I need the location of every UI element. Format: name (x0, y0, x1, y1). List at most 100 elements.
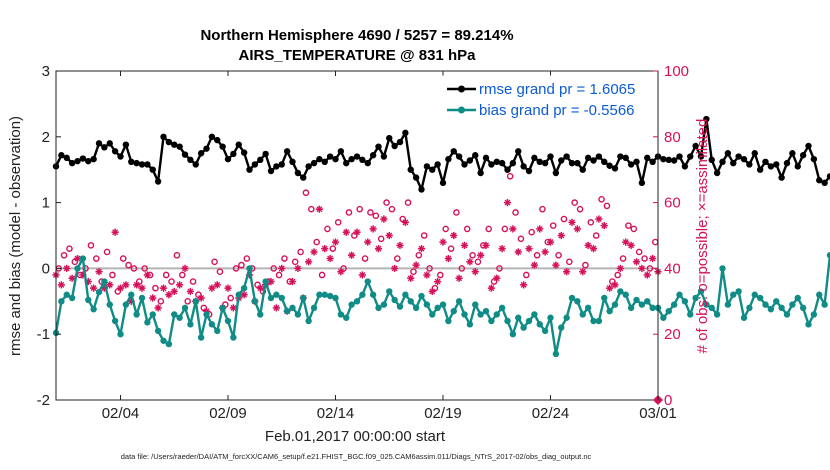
bias-point (697, 288, 705, 295)
bias-point (321, 291, 328, 298)
assimilated-obs-point (627, 241, 635, 249)
y-right-tick-label: 80 (664, 129, 681, 146)
possible-obs-point (291, 258, 299, 266)
y-tick-label: 1 (42, 195, 50, 212)
series-lines (52, 115, 830, 358)
possible-obs-point (598, 196, 605, 203)
bias-point (708, 304, 715, 312)
bias-point (85, 296, 92, 304)
rmse-point (439, 179, 447, 187)
asterisk-stroke (488, 285, 495, 292)
bias-point (767, 305, 775, 313)
bias-point (799, 304, 807, 312)
rmse-point (79, 155, 87, 162)
bias-point (692, 294, 699, 302)
assimilated-obs-point (595, 215, 603, 223)
possible-obs-point (356, 205, 363, 213)
asterisk-stroke (311, 248, 317, 255)
possible-obs-point (582, 261, 589, 269)
assimilated-obs-point (525, 245, 533, 253)
bias-point (412, 304, 420, 312)
rmse-point (257, 156, 264, 164)
assimilated-obs-point (396, 241, 404, 249)
rmse-point (762, 158, 769, 166)
possible-obs-point (496, 265, 503, 272)
rmse-point (687, 153, 694, 160)
assimilated-obs-point (423, 271, 431, 279)
bias-point (219, 304, 226, 312)
rmse-point (541, 159, 549, 167)
rmse-point (235, 141, 242, 148)
bias-point (826, 252, 830, 259)
assimilated-obs-point (116, 284, 125, 292)
possible-obs-point (458, 265, 466, 272)
assimilated-obs-point (536, 225, 544, 233)
bias-point (273, 291, 280, 298)
bias-point (558, 324, 565, 331)
bias-point (584, 304, 592, 312)
asterisk-stroke (63, 265, 70, 272)
asterisk-stroke (520, 281, 527, 288)
bias-point (730, 291, 737, 298)
rmse-point (773, 161, 780, 168)
rmse-point (386, 134, 393, 142)
asterisk-stroke (413, 262, 420, 269)
possible-obs-point (281, 255, 288, 262)
bias-point (122, 301, 130, 308)
assimilated-obs-point (606, 284, 614, 292)
bias-point (595, 317, 603, 325)
rmse-point (810, 155, 818, 163)
rmse-point (601, 158, 608, 166)
asterisk-stroke (509, 225, 516, 232)
possible-obs-point (329, 245, 337, 252)
rmse-point (627, 161, 635, 168)
rmse-point (450, 148, 457, 155)
assimilated-obs-point (122, 281, 130, 289)
rmse-point (584, 154, 592, 162)
bias-point (805, 321, 812, 328)
rmse-point (805, 142, 812, 150)
asterisk-stroke (590, 245, 597, 252)
rmse-point (192, 161, 199, 168)
asterisk-stroke (601, 222, 608, 229)
possible-obs-point (345, 209, 353, 216)
bias-point (617, 288, 624, 295)
possible-obs-point (426, 265, 433, 272)
rmse-point (321, 158, 328, 166)
bias-point (294, 311, 302, 318)
rmse-point (128, 158, 135, 166)
y-axis-left: -2 -1 0 1 2 3 (37, 63, 61, 409)
rmse-point (165, 138, 173, 146)
assimilated-obs-point (584, 241, 592, 249)
possible-obs-point (361, 255, 369, 262)
asterisk-stroke (316, 206, 323, 213)
asterisk-stroke (321, 245, 328, 252)
assimilated-obs-point (326, 254, 334, 263)
rmse-point (547, 153, 554, 160)
assimilated-obs-point (154, 304, 162, 312)
bias-point (649, 304, 656, 312)
bias-point (267, 294, 275, 302)
bias-point (262, 278, 269, 285)
rmse-point (117, 153, 124, 160)
assimilated-obs-point (342, 228, 350, 236)
possible-obs-point (555, 251, 562, 259)
bias-point (187, 321, 194, 328)
rmse-point (445, 155, 452, 163)
assimilated-obs-point (331, 238, 340, 246)
assimilated-obs-point (380, 215, 388, 223)
bias-point (821, 301, 828, 308)
rmse-point (316, 155, 323, 163)
bias-point (665, 307, 672, 315)
bias-point (278, 294, 285, 302)
rmse-point (477, 169, 484, 177)
possible-obs-point (463, 225, 471, 233)
rmse-point (552, 169, 560, 177)
x-tick-label: 02/19 (424, 405, 462, 422)
y-axis-right-label: # of obs: o=possible; ×=assimilated (694, 119, 711, 354)
asterisk-stroke (483, 242, 489, 249)
bias-point (541, 327, 549, 335)
rmse-point (359, 156, 366, 164)
bias-point (504, 317, 511, 325)
bias-point (477, 311, 484, 318)
